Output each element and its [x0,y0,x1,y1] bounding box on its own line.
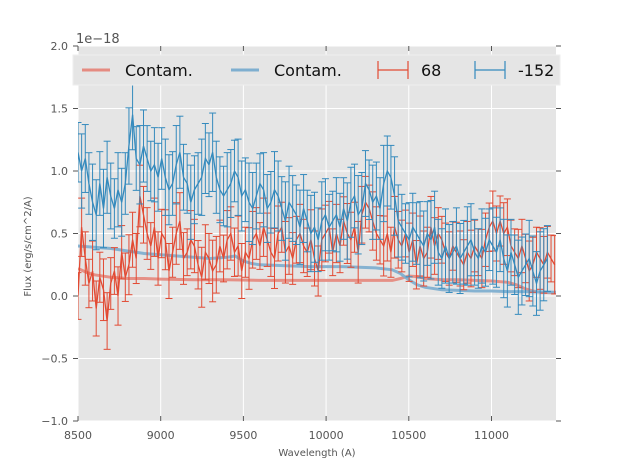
legend-label: Contam. [274,61,342,80]
legend-item: 68 [377,61,441,80]
y-tick-label: 1.0 [51,165,69,178]
legend: Contam. Contam. 68 -152 [72,54,561,86]
legend-item: Contam. [231,61,342,80]
y-tick-label: −0.5 [41,353,68,366]
x-tick-labels: 8500 9000 9500 10000 10500 11000 [64,429,509,442]
y-tick-label: 0.0 [51,290,69,303]
legend-label: -152 [518,61,554,80]
x-tick-label: 10000 [309,429,344,442]
x-tick-label: 8500 [64,429,92,442]
axis-ticks [73,45,561,422]
data-line [78,114,548,286]
contam-line [78,244,556,294]
x-tick-label: 10500 [391,429,426,442]
legend-item: -152 [474,61,554,80]
data-line [78,195,556,322]
x-axis-label: Wavelength (A) [278,448,355,459]
errorbar-series--152 [78,79,551,316]
y-offset-text: 1e−18 [76,32,120,47]
legend-label: Contam. [125,61,193,80]
y-axis-label: Flux (erg/s/cm^2/A) [23,196,34,296]
y-tick-label: 1.5 [51,103,69,116]
errorbar-series [78,79,556,350]
x-tick-label: 11000 [474,429,509,442]
y-tick-label: 2.0 [51,40,69,53]
legend-label: 68 [421,61,441,80]
y-tick-labels: −1.0 −0.5 0.0 0.5 1.0 1.5 2.0 [41,40,68,428]
x-tick-label: 9000 [147,429,175,442]
x-tick-label: 9500 [229,429,257,442]
y-tick-label: −1.0 [41,415,68,428]
legend-item: Contam. [82,61,193,80]
y-tick-label: 0.5 [51,228,69,241]
